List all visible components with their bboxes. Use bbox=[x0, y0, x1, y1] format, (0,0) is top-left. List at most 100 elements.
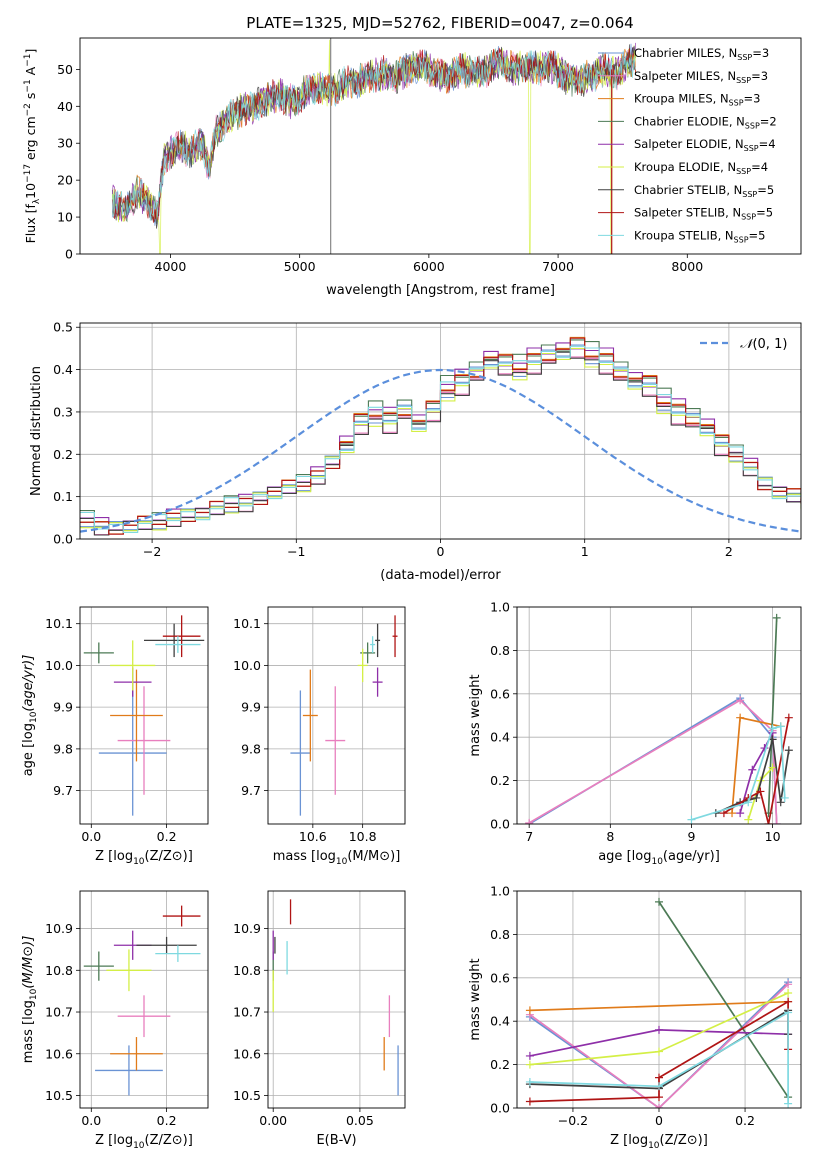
data-point-chabrier-stelib bbox=[144, 623, 205, 658]
y-tick-label: 10.5 bbox=[233, 1088, 261, 1103]
y-axis-label: Flux [fλ10−17 erg cm−2 s−1 A−1] bbox=[23, 49, 42, 244]
data-point-salpeter-miles bbox=[325, 686, 346, 795]
legend-label-text: (0, 1) bbox=[752, 337, 787, 352]
histogram-salpeter-miles bbox=[80, 350, 801, 536]
data-point-kroupa-stelib bbox=[155, 636, 201, 653]
x-tick-label: 5000 bbox=[284, 259, 316, 274]
weight-line-salpeter-miles bbox=[529, 983, 789, 1108]
x-axis-label-sub: 10 bbox=[133, 857, 145, 867]
residuals-panel: −2 −1 0 1 2 0.0 0.1 0.2 0.3 0.4 0.5 (data-model)/er… bbox=[29, 320, 802, 583]
weight-marker bbox=[776, 798, 785, 807]
legend-label-count: =2 bbox=[760, 114, 777, 128]
x-axis-label-sub: 10 bbox=[336, 857, 348, 867]
age-vs-metallicity-panel: 0.0 0.29.79.89.910.010.1Z [log10(Z/Z⊙)]ag… bbox=[21, 606, 209, 867]
weight-marker bbox=[655, 1093, 663, 1102]
weight-marker bbox=[736, 809, 745, 818]
weight-marker bbox=[784, 713, 793, 722]
x-tick-label: 7000 bbox=[542, 259, 574, 274]
x-tick-label: 0 bbox=[655, 1113, 663, 1128]
weight-marker bbox=[736, 713, 745, 722]
x-tick-label: 0.2 bbox=[157, 829, 177, 844]
legend-label-sub: SSP bbox=[737, 53, 752, 62]
legend-label-sub: SSP bbox=[729, 99, 744, 108]
data-point-chabrier-stelib bbox=[375, 623, 381, 658]
y-tick-label: 1.0 bbox=[490, 600, 510, 615]
x-axis-label-arg: (Z/Z⊙)] bbox=[145, 1133, 193, 1148]
x-axis-label-sub: 10 bbox=[133, 1141, 145, 1151]
y-axis-label-part: λ bbox=[32, 198, 42, 204]
weight-marker bbox=[655, 897, 663, 906]
data-point-kroupa-stelib bbox=[155, 945, 201, 962]
weight-marker bbox=[525, 1097, 534, 1106]
data-point-chabrier-elodie bbox=[83, 642, 114, 664]
legend-label-sub: SSP bbox=[741, 213, 756, 222]
axes-frame bbox=[79, 890, 209, 1109]
legend-label: Salpeter STELIB, NSSP=5 bbox=[634, 206, 773, 222]
y-tick-label: 10.0 bbox=[233, 658, 261, 673]
x-tick-label: −2 bbox=[143, 544, 161, 559]
legend-label-count: =3 bbox=[744, 92, 761, 106]
legend-label-count: =3 bbox=[752, 46, 769, 60]
y-tick-label: 10.7 bbox=[45, 1005, 73, 1020]
x-tick-label: 10.8 bbox=[349, 829, 377, 844]
y-axis-label-part: Flux [f bbox=[23, 204, 38, 244]
weight-lines bbox=[525, 897, 793, 1108]
x-tick-label: 7 bbox=[525, 829, 533, 844]
error-bars bbox=[83, 905, 201, 1096]
y-tick-label: 40 bbox=[57, 99, 73, 114]
weight-line-kroupa-miles bbox=[529, 1000, 789, 1012]
legend-label-count: =4 bbox=[751, 160, 768, 174]
y-tick-label: 0.2 bbox=[53, 447, 73, 462]
mass-vs-metallicity-panel: 0.0 0.210.510.610.710.810.9Z [log10(Z/Z⊙)… bbox=[21, 890, 209, 1151]
data-point-salpeter-stelib bbox=[162, 615, 201, 658]
axes-frame bbox=[267, 890, 406, 1109]
y-axis-label-part: mass weight bbox=[468, 674, 483, 756]
y-tick-label: 0.4 bbox=[490, 730, 510, 745]
legend-label: Chabrier ELODIE, NSSP=2 bbox=[634, 114, 777, 130]
histogram-kroupa-stelib bbox=[80, 345, 801, 533]
x-axis-label-text: age [log bbox=[598, 849, 651, 864]
y-tick-label: 50 bbox=[57, 62, 73, 77]
y-tick-label: 0.6 bbox=[490, 686, 510, 701]
x-tick-label: −1 bbox=[287, 544, 305, 559]
y-axis-label-part: 10 bbox=[29, 988, 39, 1000]
data-point-salpeter-miles bbox=[117, 686, 171, 795]
legend-label-text: Salpeter MILES, N bbox=[634, 69, 736, 83]
y-tick-label: 9.7 bbox=[241, 783, 261, 798]
data-point-kroupa-miles bbox=[110, 669, 163, 762]
weight-line-kroupa-stelib bbox=[529, 1011, 789, 1104]
x-tick-label: 6000 bbox=[413, 259, 445, 274]
y-axis-label-part: −2 bbox=[23, 103, 33, 116]
legend-label-count: =3 bbox=[751, 69, 768, 83]
weight-marker bbox=[655, 1104, 663, 1108]
x-axis-label-text: Z [log bbox=[610, 1133, 648, 1148]
x-tick-label: 2 bbox=[725, 544, 733, 559]
y-tick-label: 0.2 bbox=[490, 773, 510, 788]
spectrum-line-kroupa-stelib bbox=[111, 48, 636, 221]
weight-marker bbox=[776, 722, 785, 731]
x-tick-label: 0.2 bbox=[735, 1113, 755, 1128]
error-bars bbox=[290, 615, 398, 816]
x-axis-label: mass [log10(M/M⊙)] bbox=[273, 849, 401, 867]
y-tick-label: 0.4 bbox=[53, 362, 73, 377]
weight-marker bbox=[687, 815, 696, 824]
massweight-vs-metallicity-panel: −0.2 0 0.2 0.0 0.2 0.4 0.6 0.8 1.0 Z [log10(Z/Z⊙)… bbox=[468, 884, 802, 1151]
x-axis-label-text: Z [log bbox=[95, 1133, 133, 1148]
weight-marker bbox=[772, 613, 781, 622]
y-tick-label: 10.8 bbox=[45, 963, 73, 978]
legend-label-text: Kroupa MILES, N bbox=[634, 92, 729, 106]
y-tick-label: 0.0 bbox=[490, 817, 510, 832]
data-point-chabrier-miles bbox=[290, 690, 311, 816]
y-tick-label: 10.6 bbox=[233, 1046, 261, 1061]
residuals-legend: 𝒩(0, 1) bbox=[700, 337, 787, 352]
y-axis-label-part: age [log bbox=[21, 723, 36, 776]
data-point-kroupa-elodie bbox=[106, 949, 152, 992]
spectrum-lines bbox=[111, 38, 636, 254]
weight-marker bbox=[655, 1047, 663, 1056]
weight-line-chabrier-elodie bbox=[767, 617, 778, 814]
y-tick-label: 0.0 bbox=[490, 1101, 510, 1116]
weight-marker bbox=[525, 1051, 534, 1060]
x-axis-label-arg: (Z/Z⊙)] bbox=[145, 849, 193, 864]
y-axis-label-part: mass weight bbox=[468, 958, 483, 1040]
y-tick-label: 0.8 bbox=[490, 927, 510, 942]
